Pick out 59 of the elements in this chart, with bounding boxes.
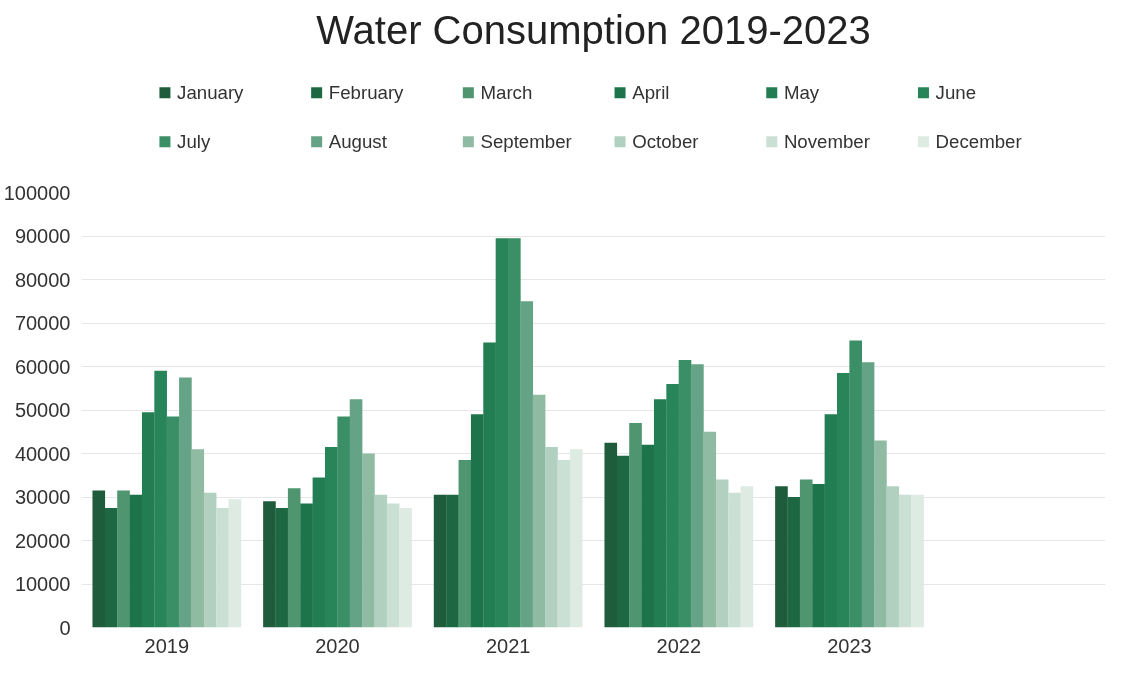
x-tick-label: 2022 (656, 634, 702, 657)
bar (703, 431, 717, 628)
y-tick-label: 60000 (14, 355, 71, 378)
bar (362, 453, 375, 628)
legend-label: February (328, 82, 405, 104)
legend-label: October (632, 131, 699, 153)
bar (117, 490, 130, 628)
legend-label: September (480, 131, 572, 153)
bar (728, 492, 741, 628)
bar (191, 449, 205, 628)
legend-label: June (935, 82, 977, 104)
legend-label: July (177, 131, 211, 153)
chart-title: Water Consumption 2019-2023 (316, 7, 871, 52)
y-tick-label: 70000 (14, 312, 71, 334)
y-tick-label: 50000 (14, 399, 71, 421)
bar (715, 479, 729, 628)
y-tick-label: 30000 (14, 486, 71, 508)
bar (861, 362, 875, 628)
y-tick-label: 90000 (14, 225, 71, 247)
y-tick-label: 10000 (14, 573, 71, 595)
bar (629, 423, 642, 628)
legend-label: January (177, 82, 245, 104)
bar (520, 301, 534, 628)
bar (203, 492, 217, 628)
y-tick-label: 0 (59, 616, 71, 639)
x-tick-label: 2019 (144, 634, 190, 657)
bar (557, 460, 571, 628)
bar (849, 340, 862, 628)
x-tick-label: 2023 (827, 634, 872, 657)
legend-label: December (935, 131, 1022, 153)
bar (458, 460, 472, 628)
y-tick-label: 80000 (14, 268, 71, 291)
legend-label: May (783, 82, 820, 104)
x-tick-label: 2021 (485, 634, 531, 657)
bar (508, 238, 521, 628)
x-tick-label: 2020 (315, 634, 360, 657)
y-tick-label: 40000 (14, 442, 71, 465)
bar (532, 394, 546, 628)
bar (799, 479, 813, 628)
bar (691, 364, 704, 628)
y-tick-label: 100000 (3, 181, 71, 204)
bar (545, 446, 558, 628)
bar (886, 486, 900, 628)
legend-label: November (783, 131, 870, 153)
bar (386, 503, 400, 628)
bar (216, 507, 229, 628)
bar (337, 416, 350, 628)
bar (166, 416, 180, 628)
legend-label: August (328, 131, 388, 153)
bar (874, 440, 887, 628)
legend-label: April (632, 82, 670, 104)
bar (678, 359, 692, 628)
bar (179, 377, 192, 628)
bar (349, 399, 363, 628)
bar (287, 488, 301, 628)
y-tick-label: 20000 (14, 529, 71, 552)
bar (898, 494, 912, 628)
bar (374, 494, 388, 628)
legend-label: March (480, 82, 533, 104)
